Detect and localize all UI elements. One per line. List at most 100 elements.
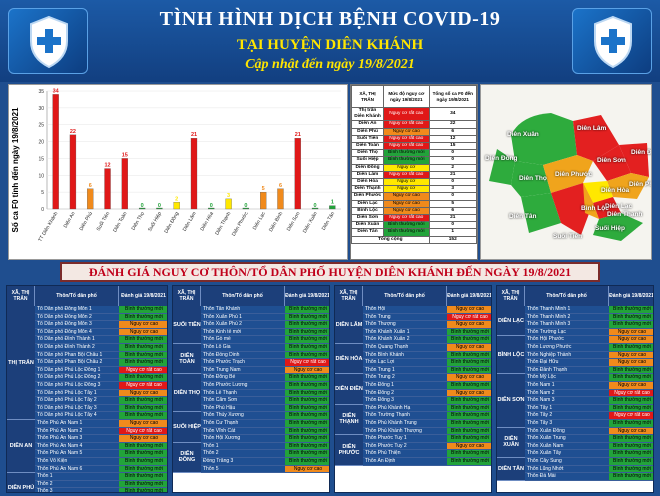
panel-commune-name: SUỐI TIÊN [173, 306, 201, 344]
map-region-dien-lam [573, 115, 619, 161]
panel-header: XÃ, THỊ TRẤN Thôn/Tổ dân phố Đánh giá 19/8… [335, 286, 491, 306]
panel-header-commune: XÃ, THỊ TRẤN [7, 286, 35, 306]
chart-y-tick-label: 0 [41, 207, 44, 213]
village-row: Thôn Phú Ân Nam 6 Bình thường mới [35, 465, 167, 474]
f0-bar-chart: Số ca F0 tính đến ngày 19/8/2021 0 5 10 15 2… [8, 84, 348, 260]
village-name: Thôn Thanh Minh 3 [525, 321, 609, 328]
village-risk-level: Bình thường mới [447, 427, 491, 435]
village-name: Thôn Đông 1 [363, 382, 447, 389]
village-risk-level: Bình thường mới [285, 404, 329, 412]
stat-case-count: 15 [428, 142, 477, 151]
map-region-dien-dien [619, 143, 649, 177]
chart-bar [311, 207, 319, 210]
village-row: Thôn Lương Phước Bình thường mới [525, 344, 653, 352]
village-row: Thôn Phú Ân Nam 3 Nguy cơ cao [35, 435, 167, 443]
panel-header-commune: XÃ, THỊ TRẤN [173, 286, 201, 306]
village-risk-level: Bình thường mới [609, 442, 653, 450]
village-row: Tổ Dân phố Phan Bội Châu 1 Bình thường mớ… [35, 351, 167, 360]
stat-row: Suối Tiên Nguy cơ rất cao 12 [351, 134, 477, 144]
village-name: Thôn Phú Ân Nam 3 [35, 435, 119, 442]
village-name: Tổ Dân phố Phan Bội Châu 2 [35, 359, 119, 366]
stat-risk-level: Nguy cơ [383, 185, 430, 194]
page-title: TÌNH HÌNH DỊCH BỆNH COVID-19 [159, 8, 501, 30]
stat-risk-level: Bình thường mới [383, 221, 430, 230]
village-name: Thôn Xuân Nam [525, 442, 609, 450]
village-risk-level: Nguy cơ rất cao [119, 366, 167, 374]
stat-case-count: 22 [428, 120, 477, 129]
chart-y-tick-label: 30 [38, 106, 44, 112]
village-risk-level: Bình thường mới [285, 382, 329, 389]
village-name: Thôn Phước Tuy 2 [363, 442, 447, 450]
village-risk-level: Bình thường mới [119, 336, 167, 343]
village-name: Thôn Nghiệp Thành [525, 351, 609, 359]
village-name: Thôn Cây Sung [525, 458, 609, 465]
village-name: Tổ Dân phố Phú Lộc Đông 3 [35, 382, 119, 389]
chart-bar [294, 138, 301, 210]
village-row: Thôn Xuân Phú 2 Bình thường mới [201, 321, 329, 329]
village-risk-level: Bình thường mới [447, 412, 491, 419]
stat-row: Diên Hòa Nguy cơ 0 [351, 178, 477, 187]
village-name: Thôn Trường Thạnh [363, 412, 447, 419]
village-name: Thôn Võ Kiện [35, 458, 119, 465]
map-commune-label: Diên Phước [555, 171, 593, 178]
village-risk-level: Bình thường mới [609, 450, 653, 457]
village-row: Thôn Tây 3 Bình thường mới [525, 420, 653, 428]
village-panel: XÃ, THỊ TRẤN Thôn/Tổ dân phố Đánh giá 19/8… [334, 285, 492, 493]
stat-row: Diên Thọ Bình thường mới 0 [351, 149, 477, 158]
health-logo-right [572, 8, 652, 74]
village-risk-level: Nguy cơ cao [285, 366, 329, 374]
chart-bar [156, 207, 163, 210]
stat-total-row: Tổng cộng 152 [351, 235, 477, 244]
village-row: Tổ Dân phố Phú Lộc Tây 3 Bình thường mới [35, 404, 167, 413]
village-name: Tổ Dân phố Phú Lộc Đông 2 [35, 374, 119, 381]
village-row: Thôn Bình Khánh Bình thường mới [363, 351, 491, 360]
chart-category-label: Diên Xuân [302, 211, 319, 234]
chart-data-label: 1 [331, 200, 334, 206]
village-risk-level: Nguy cơ rất cao [609, 389, 653, 397]
map-region-dien-son [593, 145, 631, 181]
stat-row: Diên Phước Nguy cơ cao 0 [351, 192, 477, 201]
village-row: Thôn Đông Bé Bình thường mới [201, 374, 329, 382]
village-risk-level: Bình thường mới [119, 351, 167, 359]
village-risk-level: Nguy cơ cao [447, 374, 491, 381]
panel-commune-name: DIÊN PHƯỚC [335, 435, 363, 466]
village-risk-level: Nguy cơ cao [447, 389, 491, 397]
village-row: Thôn Đông 3 Bình thường mới [363, 397, 491, 405]
village-risk-level: Bình thường mới [447, 328, 491, 336]
village-row: Tổ Dân phố Đông Môn 2 Bình thường mới [35, 313, 167, 322]
panel-commune-name: DIÊN XUÂN [497, 427, 525, 458]
village-name: Thôn Trung Nam [201, 366, 285, 374]
stat-commune-name: Thị trấn Diên Khánh [351, 106, 385, 122]
village-row: Thôn 3 Bình thường mới [35, 488, 167, 492]
village-row: Thôn Khánh Xuân 1 Bình thường mới [363, 328, 491, 337]
map-region-suoi-hiep [593, 213, 643, 241]
stat-risk-level: Nguy cơ [383, 163, 430, 172]
village-name: Thôn Phú Khánh Thượng [363, 427, 447, 435]
panel-header-assess: Đánh giá 19/8/2021 [447, 286, 491, 306]
village-risk-level: Bình thường mới [119, 306, 167, 313]
stat-risk-level: Nguy cơ rất cao [383, 142, 430, 151]
village-row: Thôn Phú Ân Nam 4 Bình thường mới [35, 442, 167, 451]
chart-bar [52, 94, 59, 210]
map-region-dien-hoa [583, 181, 613, 203]
village-risk-level: Bình thường mới [119, 359, 167, 366]
village-name: Thôn Lương Phước [525, 344, 609, 351]
village-row: Thôn Phú Khánh Hạ Bình thường mới [363, 404, 491, 413]
village-risk-level: Bình thường mới [119, 313, 167, 321]
village-risk-level: Bình thường mới [447, 397, 491, 404]
chart-bar [138, 207, 146, 210]
village-risk-level: Bình thường mới [285, 351, 329, 359]
village-row: Thôn Tây 1 Bình thường mới [525, 404, 653, 413]
village-risk-level: Bình thường mới [285, 344, 329, 351]
stat-row: Diên Đồng Nguy cơ 2 [351, 163, 477, 172]
village-row: Thôn Mỹ Lộc Bình thường mới [525, 374, 653, 382]
village-name: Thôn Phước Trạch [201, 359, 285, 366]
village-row: Thôn Hội Xương Bình thường mới [201, 435, 329, 443]
village-row: Thôn Kinh tế mới Bình thường mới [201, 328, 329, 337]
village-row: Thôn Quang Thạnh Nguy cơ cao [363, 344, 491, 352]
stat-case-count: 2 [428, 163, 477, 172]
chart-category-label: Diên Bình [268, 211, 284, 233]
stat-commune-name: Diên Phước [351, 192, 385, 201]
village-risk-level: Bình thường mới [285, 435, 329, 442]
village-risk-level: Bình thường mới [447, 351, 491, 359]
